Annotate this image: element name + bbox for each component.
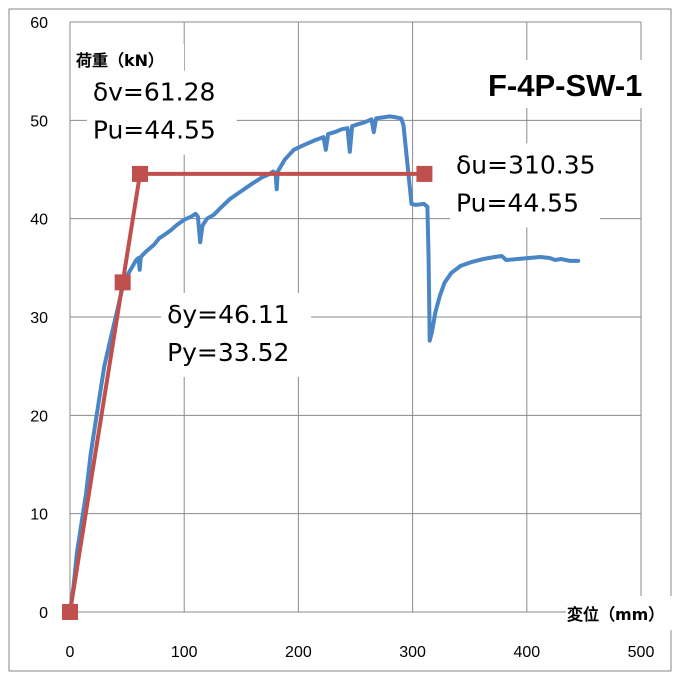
x-tick-label: 100 [171,644,198,661]
annotation-text: δu=310.35 [456,150,596,179]
annotation-text: Py=33.52 [167,338,289,367]
y-axis-label: 荷重（kN） [76,51,164,70]
annotation-text: δy=46.11 [167,300,290,329]
y-tick-label: 50 [30,113,48,130]
annotation-text: δv=61.28 [93,78,216,107]
y-tick-label: 20 [30,408,48,425]
y-tick-label: 60 [30,15,48,32]
bilinear-line [68,171,425,613]
annotation-bg [449,143,600,228]
annotation-text: Pu=44.55 [456,188,579,217]
x-tick-label: 300 [399,644,426,661]
bilinear-marker [131,165,148,182]
title-bg [484,60,669,108]
chart-title: F-4P-SW-1 [488,68,642,103]
y-tick-label: 40 [30,212,48,229]
bilinear-marker [416,165,433,182]
series-layer [62,114,581,620]
annotations: δv=61.28 Pu=44.55 δu=310.35 Pu=44.55 δy=46.1… [86,70,600,377]
bilinear-marker [62,604,78,620]
measured-curve [68,114,581,614]
y-tick-label: 0 [39,605,48,622]
y-tick-label: 10 [30,507,48,524]
x-tick-label: 200 [285,644,312,661]
bilinear-marker [114,274,131,291]
x-tick-label: 500 [628,644,655,661]
annotation-bg [161,292,312,377]
xlabel-bg [566,596,674,630]
x-axis-label: 変位（mm） [567,605,664,624]
ylabel-bg [72,44,184,76]
x-tick-label: 400 [513,644,540,661]
annotation-bg [86,70,237,155]
y-tick-label: 30 [30,310,48,327]
tick-labels: 0 100 200 300 400 500 0 10 20 30 40 50 60 [30,15,654,661]
annotation-text: Pu=44.55 [93,116,216,145]
x-tick-label: 0 [66,644,75,661]
